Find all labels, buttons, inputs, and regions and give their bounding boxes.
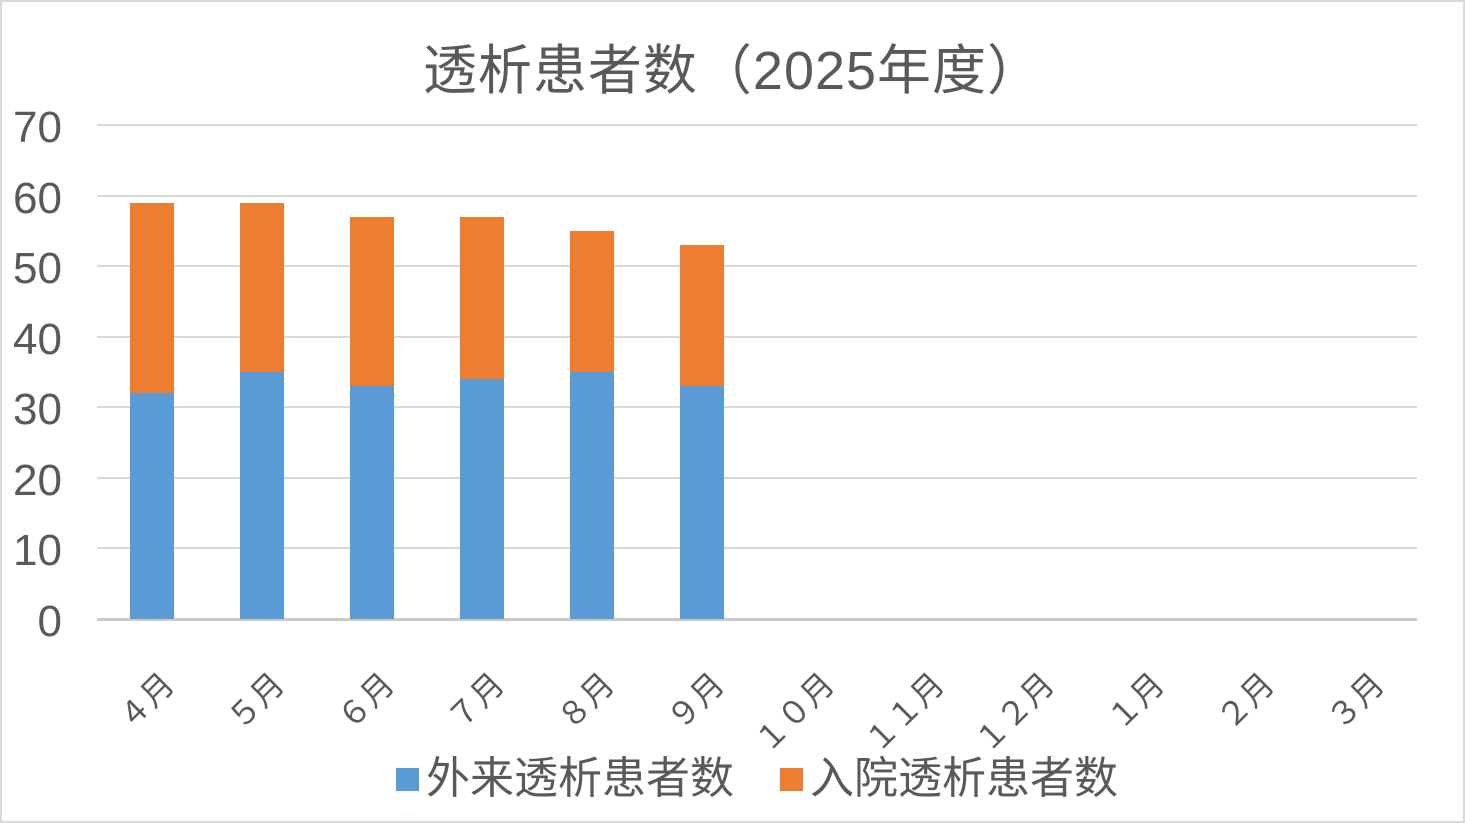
x-axis-tick-label: １０月 (747, 665, 842, 760)
x-axis-tick-label: ６月 (330, 665, 402, 737)
y-axis-tick-label: 30 (13, 385, 62, 435)
legend: 外来透析患者数 入院透析患者数 (97, 752, 1417, 806)
bar-segment[interactable] (350, 216, 394, 387)
y-axis-tick-label: 50 (13, 244, 62, 294)
gridline (97, 547, 1417, 550)
legend-label: 外来透析患者数 (426, 754, 734, 803)
bar-segment[interactable] (130, 393, 174, 619)
bar-segment[interactable] (240, 202, 284, 372)
legend-label: 入院透析患者数 (810, 754, 1118, 803)
x-axis-tick-label: ４月 (110, 665, 182, 737)
y-axis-tick-label: 10 (13, 526, 62, 576)
gridline (97, 335, 1417, 338)
bar-segment[interactable] (130, 202, 174, 394)
x-axis-tick-label: ７月 (440, 665, 512, 737)
bar-segment[interactable] (460, 379, 504, 619)
legend-swatch (396, 767, 419, 791)
y-axis-tick-label: 60 (13, 173, 62, 223)
chart-title: 透析患者数（2025年度） (422, 41, 1043, 101)
bar-segment[interactable] (240, 372, 284, 619)
x-axis-line (97, 618, 1417, 621)
y-axis-tick-label: 40 (13, 314, 62, 364)
x-axis-tick-label: ５月 (220, 665, 292, 737)
legend-item[interactable]: 入院透析患者数 (780, 753, 1118, 805)
y-axis-tick-label: 20 (13, 455, 62, 505)
legend-swatch (780, 767, 803, 791)
x-axis-tick-label: ８月 (550, 665, 622, 737)
x-axis-tick-label: ２月 (1210, 665, 1282, 737)
gridline (97, 194, 1417, 197)
gridline (97, 476, 1417, 479)
bar-segment[interactable] (570, 372, 614, 619)
x-axis-tick-label: ９月 (660, 665, 732, 737)
plot-area (97, 124, 1417, 621)
x-axis-tick-label: １１月 (857, 665, 952, 760)
bar-segment[interactable] (350, 386, 394, 619)
legend-item[interactable]: 外来透析患者数 (396, 753, 734, 805)
bar-segment[interactable] (460, 216, 504, 380)
x-axis-tick-label: １月 (1100, 665, 1172, 737)
gridline (97, 406, 1417, 409)
gridline (97, 265, 1417, 268)
x-axis-tick-label: １２月 (967, 665, 1062, 760)
bar-segment[interactable] (570, 230, 614, 372)
bar-segment[interactable] (680, 386, 724, 619)
gridline (97, 124, 1417, 126)
bar-segment[interactable] (680, 244, 724, 387)
x-axis-tick-label: ３月 (1320, 665, 1392, 737)
y-axis-tick-label: 0 (37, 597, 62, 646)
y-axis-tick-label: 70 (13, 103, 62, 152)
